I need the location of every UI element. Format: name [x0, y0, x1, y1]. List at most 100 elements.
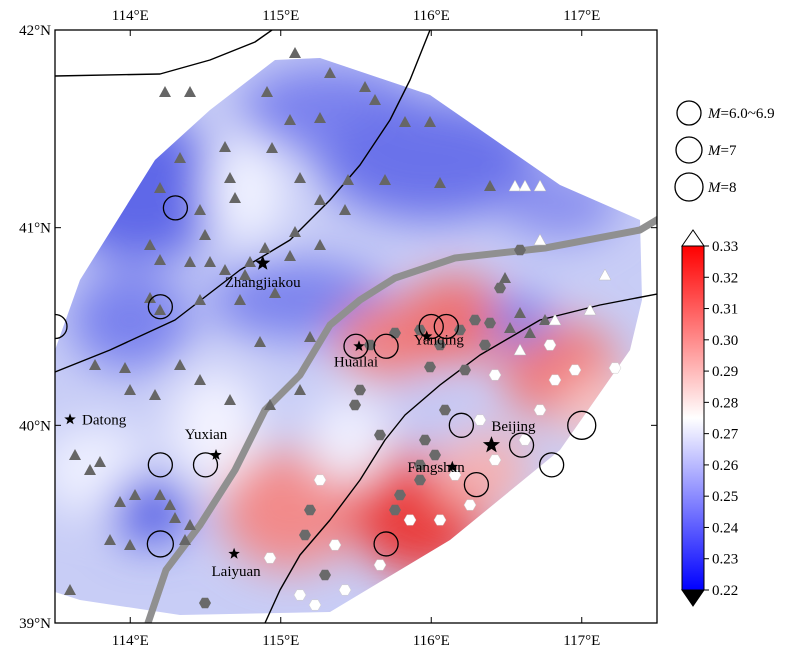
station-hexagon-white: [328, 539, 342, 551]
earthquake-circle: [55, 313, 68, 340]
station-hexagon: [374, 429, 386, 441]
city-star-icon: [210, 449, 222, 460]
x-tick-label-top: 115°E: [262, 8, 299, 24]
station-triangle: [194, 204, 206, 215]
station-triangle: [119, 362, 131, 373]
station-hexagon: [199, 597, 211, 609]
earthquake-circle: [147, 452, 174, 478]
station-hexagon-white: [448, 469, 462, 481]
station-triangle: [174, 359, 186, 370]
station-hexagon-white: [488, 454, 502, 466]
station-triangle: [424, 116, 436, 127]
city-label-yanqing: Yanqing: [414, 332, 465, 348]
station-triangle: [194, 294, 206, 305]
colorbar-max-arrow: [681, 229, 705, 247]
station-triangle: [219, 141, 231, 152]
station-triangle: [369, 94, 381, 105]
station-triangle: [229, 192, 241, 203]
major-fault-gray: [144, 215, 657, 623]
station-triangle: [294, 172, 306, 183]
station-triangle: [504, 322, 516, 333]
station-hexagon-white: [568, 364, 582, 376]
station-triangle-white: [548, 313, 562, 326]
x-tick-label-bottom: 117°E: [563, 633, 600, 649]
earthquake-circle: [463, 471, 490, 498]
y-tick-label: 41°N: [19, 221, 51, 237]
station-triangle: [154, 489, 166, 500]
station-triangle: [539, 314, 551, 325]
station-triangle: [144, 239, 156, 250]
station-triangle: [149, 389, 161, 400]
station-triangle: [199, 229, 211, 240]
city-star-icon: [446, 460, 458, 472]
station-hexagon: [479, 339, 491, 351]
x-tick-label-bottom: 116°E: [413, 633, 450, 649]
earthquake-circle: [343, 333, 369, 359]
earthquake-circle: [508, 432, 535, 458]
station-triangle: [239, 269, 251, 280]
station-triangle: [84, 464, 96, 475]
station-triangle: [144, 292, 156, 303]
station-triangle-white: [583, 303, 597, 316]
y-tick-label: 40°N: [19, 418, 51, 434]
earthquake-circle: [418, 313, 444, 340]
station-hexagon: [424, 361, 436, 373]
city-star-icon: [421, 330, 433, 342]
station-triangle-white: [533, 179, 547, 192]
station-triangle: [499, 272, 511, 283]
legend-label-m8: M=8: [707, 180, 736, 196]
station-triangle: [304, 331, 316, 342]
city-label-laiyuan: Laiyuan: [212, 564, 262, 580]
station-triangle: [339, 204, 351, 215]
station-triangle: [284, 250, 296, 261]
station-hexagon: [459, 364, 471, 376]
station-triangle: [261, 86, 273, 97]
colorbar-tick-label: 0.26: [712, 458, 739, 474]
station-hexagon-white: [488, 369, 502, 381]
colorbar-tick-label: 0.33: [712, 239, 738, 255]
colorbar: 0.33 0.32 0.31 0.30 0.29 0.28 0.27 0.26 0.25 0.24…: [681, 229, 739, 607]
earthquake-layer: [55, 195, 597, 558]
map-frame: [54, 29, 658, 624]
station-hexagon-white: [308, 599, 322, 611]
station-hexagon: [389, 504, 401, 516]
colorbar-tick-label: 0.23: [712, 552, 738, 568]
station-triangle: [89, 359, 101, 370]
x-tick-label-bottom: 115°E: [262, 633, 299, 649]
colorbar-tick-label: 0.32: [712, 270, 738, 286]
station-hexagon: [514, 244, 526, 256]
station-triangle: [314, 112, 326, 123]
station-hexagon-white: [373, 559, 387, 571]
earthquake-circle: [433, 313, 459, 340]
station-hexagon-white: [263, 552, 277, 564]
station-triangle: [129, 489, 141, 500]
station-hexagon: [319, 569, 331, 581]
colorbar-min-arrow: [681, 589, 705, 607]
legend-circle-m7: [675, 136, 703, 164]
station-triangle: [324, 67, 336, 78]
colorbar-tick-label: 0.24: [712, 520, 739, 536]
station-triangle: [94, 456, 106, 467]
station-triangle: [254, 336, 266, 347]
city-label-huailai: Huailai: [334, 354, 378, 370]
station-hexagon: [414, 474, 426, 486]
station-triangle: [154, 304, 166, 315]
station-triangle-white: [598, 268, 612, 281]
earthquake-circle: [539, 452, 565, 478]
station-hexagon: [394, 489, 406, 501]
fault-line-2: [55, 30, 273, 77]
station-triangle: [154, 254, 166, 265]
city-star-icon: [64, 413, 76, 425]
station-hexagon: [494, 282, 506, 294]
x-tick-label-bottom: 114°E: [112, 633, 149, 649]
station-hexagon-white: [338, 584, 352, 596]
y-tick-label: 42°N: [19, 23, 51, 39]
station-hexagon-white: [608, 362, 622, 374]
station-triangle: [269, 287, 281, 298]
legend-circle-m8: [674, 172, 704, 202]
earthquake-circle: [146, 530, 175, 558]
station-triangle-white: [518, 179, 532, 192]
earthquake-circle: [373, 333, 399, 359]
station-triangle: [114, 496, 126, 507]
